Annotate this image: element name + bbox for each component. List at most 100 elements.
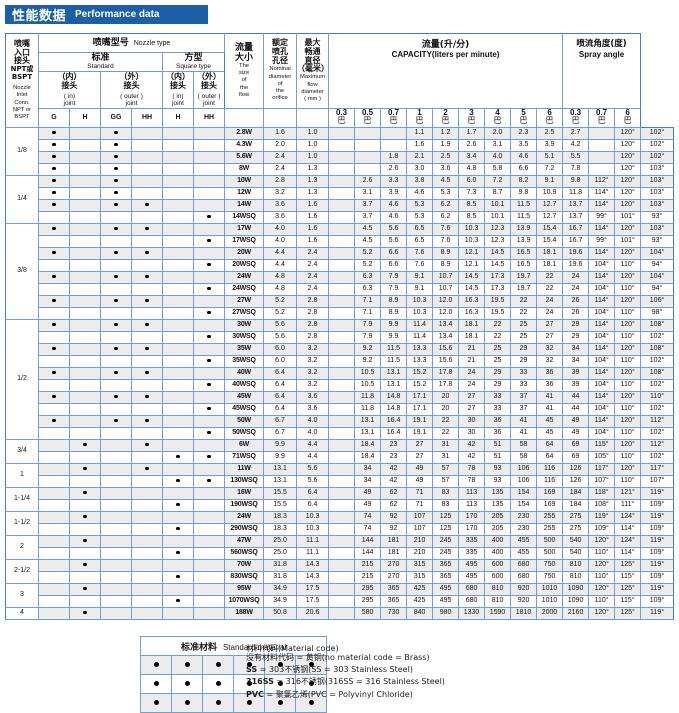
capacity-value: 6.6 [510, 162, 538, 176]
orifice-value: 2.8 [296, 330, 330, 344]
dot-marker [83, 610, 87, 615]
nozzle-type-mark-1 [69, 282, 101, 296]
dot-marker [83, 514, 87, 519]
spray-angle-value: 104° [588, 258, 616, 272]
material-mark-2-5 [294, 693, 328, 713]
capacity-value [328, 570, 356, 584]
nozzle-type-mark-2 [100, 354, 132, 368]
capacity-value: 3.7 [354, 210, 382, 224]
nozzle-type-mark-4 [162, 450, 194, 464]
spray-angle-value: 94° [640, 282, 674, 296]
capacity-value: 10.1 [484, 210, 512, 224]
capacity-value: 4.5 [354, 222, 382, 236]
capacity-value: 680 [458, 594, 486, 608]
capacity-value [328, 378, 356, 392]
material-mark-1-4 [264, 674, 296, 694]
nozzle-model: 47W [224, 534, 265, 548]
dot-marker [114, 274, 118, 279]
nozzle-type-mark-2 [100, 294, 132, 308]
capacity-value: 295 [354, 582, 382, 596]
table-row: 71WSQ 9.9 4.4 18.4 23 27 31 42 51 58 64 69 105° 110° 1… [5, 450, 674, 464]
header-angle-pressure-0.7: 0.7 巴 [588, 108, 616, 128]
capacity-value: 680 [510, 570, 538, 584]
nozzle-type-mark-2 [100, 402, 132, 416]
dot-marker [52, 322, 56, 327]
capacity-value: 7.6 [432, 222, 460, 236]
dot-marker [308, 662, 314, 668]
spray-angle-value: 124° [614, 510, 642, 524]
spray-angle-value: 104° [588, 282, 616, 296]
nozzle-type-mark-1 [69, 522, 101, 536]
capacity-value: 62 [380, 498, 408, 512]
nozzle-type-mark-0 [38, 582, 70, 596]
capacity-value [328, 510, 356, 524]
spray-angle-value: 115° [614, 570, 642, 584]
capacity-value [328, 474, 356, 488]
nozzle-type-mark-0 [38, 234, 70, 248]
dot-marker [308, 700, 314, 706]
capacity-value: 14.5 [458, 270, 486, 284]
capacity-value [328, 222, 356, 236]
nozzle-type-mark-2 [100, 390, 132, 404]
nozzle-type-mark-4 [162, 150, 194, 164]
capacity-value: 22 [536, 282, 564, 296]
capacity-value: 9.9 [380, 318, 408, 332]
capacity-value: 36 [536, 378, 564, 392]
capacity-value: 83 [432, 486, 460, 500]
spray-angle-value: 110° [614, 378, 642, 392]
capacity-value: 22 [432, 426, 460, 440]
orifice-value: 14.3 [296, 558, 330, 572]
spray-angle-value: 120° [614, 414, 642, 428]
nozzle-type-mark-3 [131, 438, 163, 452]
flow-size-value: 13.1 [263, 474, 298, 488]
nozzle-type-mark-0 [38, 186, 70, 200]
spray-angle-value: 114° [588, 246, 616, 260]
nozzle-model: 24W [224, 510, 265, 524]
nozzle-type-mark-3 [131, 162, 163, 176]
capacity-value: 34 [562, 354, 590, 368]
flow-size-value: 5.6 [263, 318, 298, 332]
capacity-value: 14.5 [484, 258, 512, 272]
capacity-value: 1090 [562, 594, 590, 608]
nozzle-type-mark-2 [100, 558, 132, 572]
nozzle-model: 30W [224, 318, 265, 332]
capacity-value: 6.3 [354, 282, 382, 296]
flow-size-value: 6.7 [263, 426, 298, 440]
nozzle-model: 8W [224, 162, 265, 176]
nozzle-type-mark-5 [192, 486, 226, 500]
capacity-value: 184 [562, 486, 590, 500]
spray-angle-value: 102° [640, 138, 674, 152]
capacity-value: 3.4 [458, 150, 486, 164]
capacity-value: 7.9 [354, 318, 382, 332]
nozzle-type-mark-1 [69, 294, 101, 308]
capacity-value: 39 [562, 378, 590, 392]
nozzle-type-mark-2 [100, 306, 132, 320]
table-row: 3/4 6W 9.9 4.4 18.4 23 27 31 42 51 58 64 69 115° 120° 1… [5, 438, 674, 464]
capacity-value: 34 [354, 462, 382, 476]
spray-angle-value: 102° [640, 354, 674, 368]
capacity-value: 24 [536, 294, 564, 308]
capacity-value: 23 [380, 438, 408, 452]
capacity-value: 12.1 [458, 246, 486, 260]
nozzle-model: 14W [224, 198, 265, 212]
nozzle-type-mark-2 [100, 234, 132, 248]
capacity-value [328, 306, 356, 320]
dot-marker [52, 130, 56, 135]
nozzle-model: 40W [224, 366, 265, 380]
nozzle-type-mark-0 [38, 378, 70, 392]
dot-marker [207, 334, 211, 339]
nozzle-type-mark-0 [38, 486, 70, 500]
capacity-value: 83 [432, 498, 460, 512]
orifice-value: 11.1 [296, 534, 330, 548]
legend-line-4: PVC = 聚氯乙烯(PVC = Polyvinyl Chloride) [246, 689, 413, 699]
capacity-value: 1810 [510, 606, 538, 620]
header-square-type: 方型 Square type [161, 52, 226, 72]
capacity-value: 24 [562, 282, 590, 296]
spray-angle-value: 114° [588, 186, 616, 200]
nozzle-type-mark-2 [100, 594, 132, 608]
spray-angle-value: 108° [640, 318, 674, 332]
material-mark-2-3 [233, 693, 265, 713]
capacity-value [354, 126, 382, 140]
capacity-value: 25 [484, 342, 512, 356]
capacity-value: 16.4 [380, 426, 408, 440]
